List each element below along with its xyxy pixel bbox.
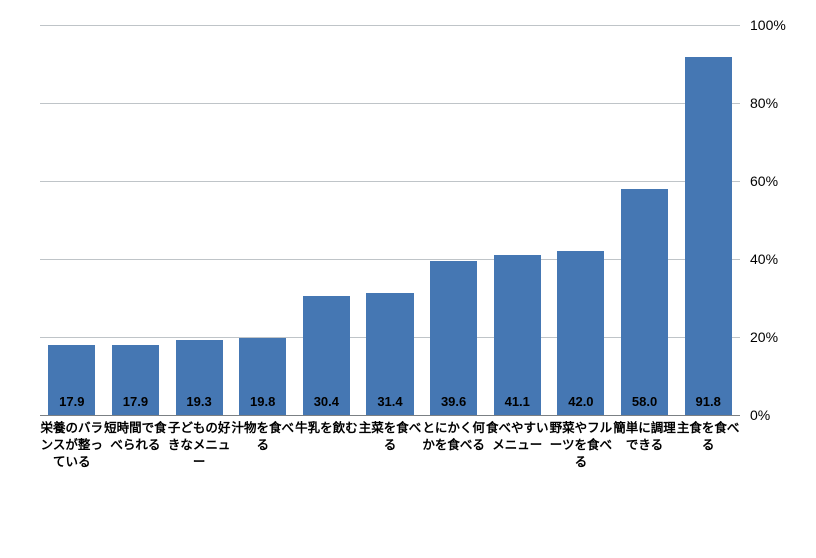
bar-value-label: 31.4 [366,394,413,409]
plot-area: 17.9 17.9 19.3 19.8 30.4 31.4 39.6 41.1 42.0 58.0… [40,25,740,415]
y-tick-label: 100% [750,17,808,33]
x-tick-label: 主菜を食べる [358,420,422,454]
y-tick-label: 40% [750,251,808,267]
bar: 41.1 [494,255,541,415]
bar: 30.4 [303,296,350,415]
gridline [40,415,740,416]
x-tick-label: 汁物を食べる [231,420,295,454]
x-tick-label: 簡単に調理できる [613,420,677,454]
bar-value-label: 58.0 [621,394,668,409]
x-tick-label: 栄養のバランスが整っている [40,420,104,471]
x-tick-label: 野菜やフルーツを食べる [549,420,613,471]
bar-value-label: 17.9 [48,394,95,409]
bar-value-label: 19.8 [239,394,286,409]
bar: 17.9 [112,345,159,415]
bar: 31.4 [366,293,413,415]
bar-value-label: 41.1 [494,394,541,409]
x-tick-label: 主食を食べる [676,420,740,454]
x-tick-label: 食べやすいメニュー [485,420,549,454]
y-axis: 0%20%40%60%80%100% [748,25,808,415]
bar: 91.8 [685,57,732,415]
x-tick-label: 短時間で食べられる [104,420,168,454]
y-tick-label: 60% [750,173,808,189]
bar-value-label: 19.3 [176,394,223,409]
bars-container: 17.9 17.9 19.3 19.8 30.4 31.4 39.6 41.1 42.0 58.0… [40,25,740,415]
bar-chart: 17.9 17.9 19.3 19.8 30.4 31.4 39.6 41.1 42.0 58.0… [0,0,816,558]
x-tick-label: 牛乳を飲む [295,420,359,437]
y-tick-label: 20% [750,329,808,345]
x-tick-label: とにかく何かを食べる [422,420,486,454]
bar-value-label: 17.9 [112,394,159,409]
bar-value-label: 30.4 [303,394,350,409]
bar: 19.8 [239,338,286,415]
y-tick-label: 80% [750,95,808,111]
bar: 17.9 [48,345,95,415]
bar-value-label: 42.0 [557,394,604,409]
bar: 58.0 [621,189,668,415]
bar-value-label: 39.6 [430,394,477,409]
bar: 19.3 [176,340,223,415]
bar: 42.0 [557,251,604,415]
bar: 39.6 [430,261,477,415]
bar-value-label: 91.8 [685,394,732,409]
y-tick-label: 0% [750,407,808,423]
x-tick-label: 子どもの好きなメニュー [167,420,231,471]
